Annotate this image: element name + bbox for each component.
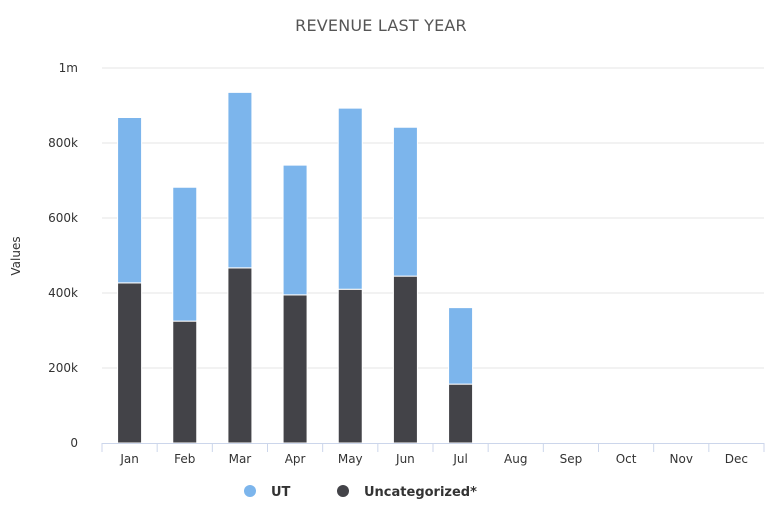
x-tick-label: Aug [504,452,527,466]
y-tick-label: 600k [48,211,78,225]
bar-segment[interactable] [227,91,253,269]
x-tick-label: Apr [285,452,306,466]
y-tick-label: 1m [59,61,78,75]
x-tick-label: Dec [725,452,748,466]
x-tick-label: Mar [229,452,252,466]
legend-label[interactable]: UT [271,485,291,500]
bar-segment[interactable] [227,267,253,444]
bar-segment[interactable] [282,164,308,296]
legend-marker[interactable] [337,485,349,497]
y-axis-ticks: 0 200k 400k 600k 800k 1m [48,61,78,450]
bar-segment[interactable] [448,307,474,385]
y-tick-label: 200k [48,361,78,375]
bar-segment[interactable] [448,383,474,444]
bar-segment[interactable] [392,275,418,444]
y-tick-label: 800k [48,136,78,150]
x-tick-label: May [338,452,363,466]
bar-segment[interactable] [117,117,143,284]
x-tick-label: Feb [174,452,195,466]
y-tick-label: 400k [48,286,78,300]
x-tick-label: Nov [670,452,693,466]
x-tick-label: Sep [560,452,583,466]
legend-label[interactable]: Uncategorized* [364,485,477,500]
legend[interactable]: UT Uncategorized* [244,485,477,500]
bar-segment[interactable] [392,126,418,277]
bar-segment[interactable] [172,186,198,322]
bar-segment[interactable] [282,294,308,444]
x-axis: Jan Feb Mar Apr May Jun Jul Aug Sep Oct Nov Dec [101,443,765,466]
x-tick-label: Oct [616,452,637,466]
bars [117,91,474,444]
legend-marker[interactable] [244,485,256,497]
y-axis-label: Values [9,236,23,275]
x-tick-label: Jan [119,452,139,466]
bar-segment[interactable] [337,288,363,444]
gridlines [102,67,764,369]
bar-segment[interactable] [337,107,363,290]
bar-segment[interactable] [172,320,198,444]
bar-segment[interactable] [117,282,143,444]
chart-title: REVENUE LAST YEAR [295,16,467,35]
y-tick-label: 0 [70,436,78,450]
x-tick-label: Jul [452,452,467,466]
x-tick-label: Jun [395,452,415,466]
